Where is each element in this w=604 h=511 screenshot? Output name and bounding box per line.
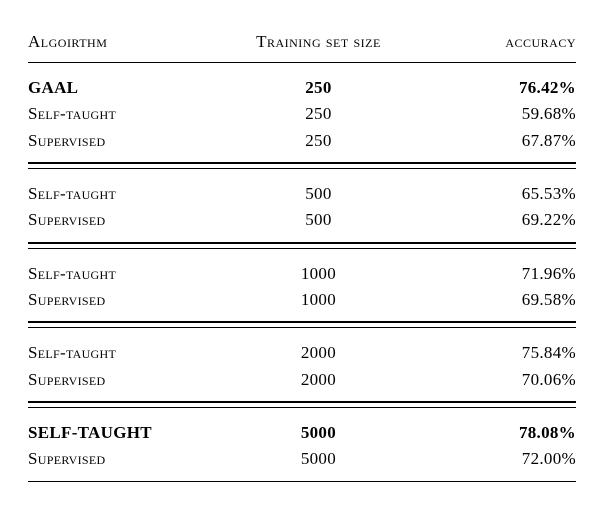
cell-alg: Supervised [28,207,236,242]
col-header-algorithm: Algoirthm [28,28,236,63]
cell-alg: Self-taught [28,261,236,287]
cell-acc: 67.87% [401,128,576,163]
cell-size: 250 [236,101,400,127]
table-row: Self-taught 2000 75.84% [28,340,576,366]
cell-size: 1000 [236,287,400,322]
table-row: Self-taught 1000 71.96% [28,261,576,287]
cell-alg: Supervised [28,367,236,402]
cell-acc: 69.58% [401,287,576,322]
cell-alg: Supervised [28,128,236,163]
cell-alg: GAAL [28,75,236,101]
table-row: Supervised 2000 70.06% [28,367,576,402]
cell-alg: Supervised [28,287,236,322]
cell-alg: Self-taught [28,181,236,207]
table-row: SELF-TAUGHT 5000 78.08% [28,420,576,446]
cell-size: 5000 [236,420,400,446]
cell-acc: 69.22% [401,207,576,242]
cell-alg: Self-taught [28,101,236,127]
col-header-accuracy: accuracy [401,28,576,63]
cell-size: 500 [236,207,400,242]
table-row: Self-taught 500 65.53% [28,181,576,207]
cell-alg: SELF-TAUGHT [28,420,236,446]
table-row: Self-taught 250 59.68% [28,101,576,127]
cell-size: 5000 [236,446,400,481]
cell-size: 500 [236,181,400,207]
rule [28,328,576,341]
table-row: Supervised 5000 72.00% [28,446,576,481]
cell-acc: 59.68% [401,101,576,127]
table-row: Supervised 250 67.87% [28,128,576,163]
cell-acc: 76.42% [401,75,576,101]
cell-acc: 65.53% [401,181,576,207]
cell-size: 1000 [236,261,400,287]
cell-alg: Supervised [28,446,236,481]
rule [28,408,576,421]
cell-size: 250 [236,128,400,163]
results-table: Algoirthm Training set size accuracy GAA… [28,28,576,483]
table-row: GAAL 250 76.42% [28,75,576,101]
cell-acc: 70.06% [401,367,576,402]
rule [28,248,576,261]
rule [28,63,576,76]
table-header-row: Algoirthm Training set size accuracy [28,28,576,63]
cell-acc: 75.84% [401,340,576,366]
cell-alg: Self-taught [28,340,236,366]
table-row: Supervised 1000 69.58% [28,287,576,322]
cell-acc: 71.96% [401,261,576,287]
col-header-training-set: Training set size [236,28,400,63]
cell-size: 2000 [236,340,400,366]
cell-size: 250 [236,75,400,101]
cell-acc: 78.08% [401,420,576,446]
table-row: Supervised 500 69.22% [28,207,576,242]
cell-acc: 72.00% [401,446,576,481]
cell-size: 2000 [236,367,400,402]
rule [28,481,576,483]
rule [28,169,576,182]
